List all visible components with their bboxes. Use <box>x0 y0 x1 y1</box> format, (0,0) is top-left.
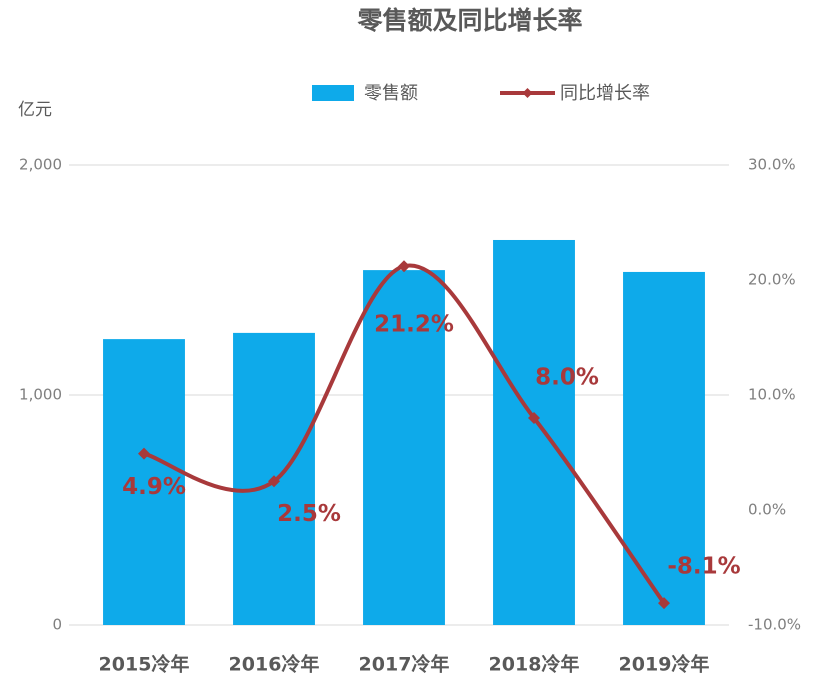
legend-swatch <box>312 85 354 101</box>
bar <box>363 270 445 625</box>
y2-tick-label: -10.0% <box>748 616 801 634</box>
data-label: 4.9% <box>122 474 186 500</box>
y-tick-label: 0 <box>52 616 62 634</box>
y-tick-label: 2,000 <box>19 156 62 174</box>
line-marker <box>138 447 150 460</box>
x-tick-label: 2017冷年 <box>359 653 450 676</box>
y-tick-label: 1,000 <box>19 386 62 404</box>
legend-marker <box>522 88 533 98</box>
y-unit: 亿元 <box>18 100 52 120</box>
x-tick-label: 2016冷年 <box>229 653 320 676</box>
line-marker <box>268 475 280 488</box>
y2-tick-label: 0.0% <box>748 501 786 519</box>
data-label: -8.1% <box>667 554 740 580</box>
x-tick-label: 2018冷年 <box>489 653 580 676</box>
y2-tick-label: 20.0% <box>748 271 796 289</box>
y2-tick-label: 10.0% <box>748 386 796 404</box>
line-marker <box>398 260 410 273</box>
data-label: 8.0% <box>535 365 599 391</box>
line-marker <box>528 412 540 424</box>
data-label: 2.5% <box>277 501 341 527</box>
legend-label: 零售额 <box>364 83 418 104</box>
x-tick-label: 2015冷年 <box>99 653 190 676</box>
line-marker <box>658 597 670 610</box>
bar <box>493 239 575 626</box>
data-label: 21.2% <box>374 312 454 338</box>
x-tick-label: 2019冷年 <box>619 653 710 676</box>
legend-label: 同比增长率 <box>560 83 650 104</box>
y2-tick-label: 30.0% <box>748 156 796 174</box>
chart-title: 零售额及同比增长率 <box>356 6 582 35</box>
bar <box>103 339 185 625</box>
